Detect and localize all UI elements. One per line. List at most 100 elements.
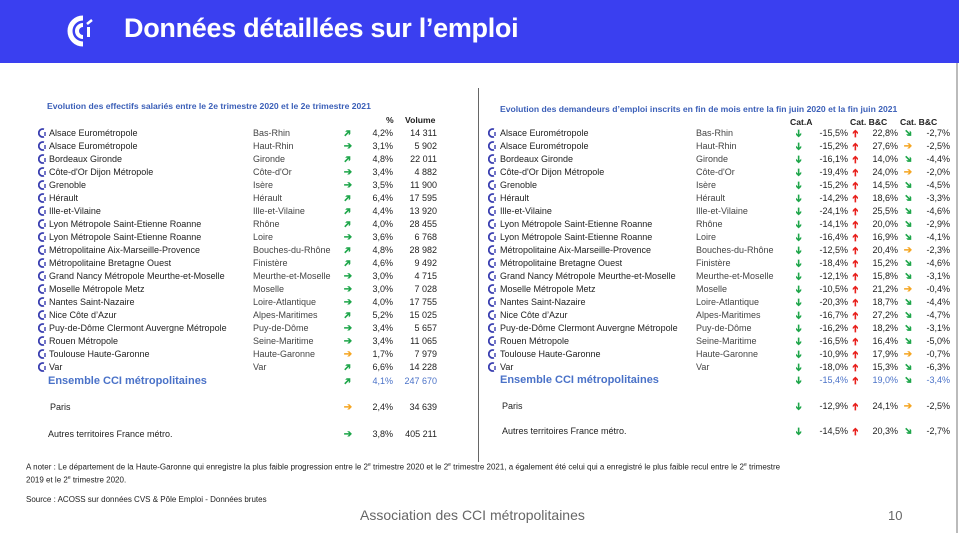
cci-icon xyxy=(37,245,48,255)
table-row: Nice Côte d’Azur Alpes-Maritimes ➔ 5,2% 15 0… xyxy=(0,309,478,322)
region-name: Lyon Métropole Saint-Etienne Roanne xyxy=(500,219,653,229)
cci-icon xyxy=(487,232,498,242)
pct-value: 4,8% xyxy=(372,154,393,164)
cci-icon xyxy=(487,323,498,333)
region-name: Paris xyxy=(50,402,71,412)
pct-value: 4,6% xyxy=(372,258,393,268)
right-arrow-icon: ➔ xyxy=(343,167,353,178)
cci-icon xyxy=(37,297,48,307)
region-name: Autres territoires France métro. xyxy=(502,426,627,436)
right-arrow-icon: ➔ xyxy=(343,336,353,347)
cat-a-value: -12,1% xyxy=(819,271,848,281)
note-sup: e xyxy=(448,462,451,468)
region-name: Ille-et-Vilaine xyxy=(500,206,552,216)
table-row: Puy-de-Dôme Clermont Auvergne Métropole P… xyxy=(0,322,478,335)
cat-bc-value: 20,4% xyxy=(872,245,898,255)
cat-bc-value: 22,8% xyxy=(872,128,898,138)
down-arrow-icon: ➔ xyxy=(792,220,804,229)
table-row: Côte-d'Or Dijon Métropole Côte-d'Or ➔ 3,4% 4… xyxy=(0,166,478,179)
cat-a-value: -16,7% xyxy=(819,310,848,320)
right-arrow-icon: ➔ xyxy=(903,245,913,256)
cat-bc-value: 15,3% xyxy=(872,362,898,372)
region-name: Alsace Eurométropole xyxy=(500,141,589,151)
region-name: Alsace Eurométropole xyxy=(49,128,138,138)
cci-icon xyxy=(487,362,498,372)
down-arrow-icon: ➔ xyxy=(792,181,804,190)
table-row: Alsace Eurométropole Haut-Rhin ➔ -15,2% ➔ 27,… xyxy=(0,140,959,153)
pct-value: 3,4% xyxy=(372,323,393,333)
up-arrow-icon: ➔ xyxy=(850,181,862,190)
cat-bc-change-value: -2,5% xyxy=(926,141,950,151)
table-row: Grand Nancy Métropole Meurthe-et-Moselle… xyxy=(0,270,959,283)
volume-value: 405 211 xyxy=(405,429,437,439)
region-name: Alsace Eurométropole xyxy=(49,141,138,151)
region-name: Puy-de-Dôme Clermont Auvergne Métropole xyxy=(500,323,678,333)
table-row: Lyon Métropole Saint-Etienne Roanne Rhône… xyxy=(0,218,959,231)
region-name: Nice Côte d’Azur xyxy=(49,310,117,320)
right-arrow-icon: ➔ xyxy=(903,349,913,360)
pct-value: 2,4% xyxy=(372,402,393,412)
volume-value: 34 639 xyxy=(409,402,437,412)
department: Meurthe-et-Moselle xyxy=(696,271,774,281)
cat-bc-value: 14,5% xyxy=(872,180,898,190)
cat-a-value: -15,2% xyxy=(819,180,848,190)
cat-a-value: -16,2% xyxy=(819,323,848,333)
cat-bc-change-value: -2,0% xyxy=(926,167,950,177)
cci-icon xyxy=(487,297,498,307)
cat-bc-value: 17,9% xyxy=(872,349,898,359)
right-arrow-icon: ➔ xyxy=(343,232,353,243)
cat-bc-value: 21,2% xyxy=(872,284,898,294)
department: Rhône xyxy=(253,219,280,229)
cci-icon xyxy=(37,180,48,190)
volume-value: 14 311 xyxy=(410,128,437,138)
cat-bc-change-value: -5,0% xyxy=(926,336,950,346)
cci-icon xyxy=(487,349,498,359)
cci-icon xyxy=(487,271,498,281)
down-arrow-icon: ➔ xyxy=(792,298,804,307)
up-arrow-icon: ➔ xyxy=(850,233,862,242)
pct-value: 3,0% xyxy=(372,271,393,281)
department: Ille-et-Vilaine xyxy=(696,206,748,216)
cat-a-value: -16,1% xyxy=(819,154,848,164)
department: Alpes-Maritimes xyxy=(253,310,318,320)
department: Finistère xyxy=(253,258,288,268)
department: Puy-de-Dôme xyxy=(696,323,752,333)
table-row: Grenoble Isère ➔ 3,5% 11 900 xyxy=(0,179,478,192)
department: Bas-Rhin xyxy=(696,128,734,138)
cat-bc-change-value: -4,4% xyxy=(926,154,950,164)
cci-icon xyxy=(37,232,48,242)
right-header-cat-a: Cat.A xyxy=(790,117,813,127)
cat-a-value: -15,5% xyxy=(819,128,848,138)
region-name: Bordeaux Gironde xyxy=(500,154,574,164)
cat-bc-change-value: -3,3% xyxy=(926,193,950,203)
cat-bc-value: 18,6% xyxy=(872,193,898,203)
down-arrow-icon: ➔ xyxy=(792,129,804,138)
left-table-title: Evolution des effectifs salariés entre l… xyxy=(47,101,371,111)
cat-a-value: -15,4% xyxy=(819,375,848,385)
up-arrow-icon: ➔ xyxy=(850,363,862,372)
table-row: Bordeaux Gironde Gironde ➔ 4,8% 22 011 xyxy=(0,153,478,166)
cci-icon xyxy=(487,180,498,190)
region-name: Var xyxy=(500,362,514,372)
right-arrow-icon: ➔ xyxy=(343,429,353,440)
down-arrow-icon: ➔ xyxy=(792,376,804,385)
region-name: Rouen Métropole xyxy=(500,336,570,346)
cci-icon xyxy=(487,336,498,346)
department: Côte-d'Or xyxy=(696,167,735,177)
department: Haute-Garonne xyxy=(696,349,759,359)
cat-bc-change-value: -2,7% xyxy=(926,128,950,138)
cci-icon xyxy=(37,141,48,151)
footer-org: Association des CCI métropolitaines xyxy=(360,507,585,523)
total-row: Ensemble CCI métropolitaines ➔ -15,4% ➔ 19,0… xyxy=(0,374,959,388)
cat-bc-change-value: -2,7% xyxy=(926,426,950,436)
slide-edge xyxy=(956,63,958,533)
table-row: Métropolitaine Bretagne Ouest Finistère ➔ -… xyxy=(0,257,959,270)
table-row: Var Var ➔ 6,6% 14 228 xyxy=(0,361,478,374)
cci-logo-icon xyxy=(67,15,93,47)
cat-a-value: -14,5% xyxy=(819,426,848,436)
pct-value: 5,2% xyxy=(372,310,393,320)
pct-value: 6,6% xyxy=(372,362,393,372)
region-name: Côte-d'Or Dijon Métropole xyxy=(500,167,605,177)
cat-bc-value: 24,0% xyxy=(872,167,898,177)
department: Isère xyxy=(696,180,717,190)
